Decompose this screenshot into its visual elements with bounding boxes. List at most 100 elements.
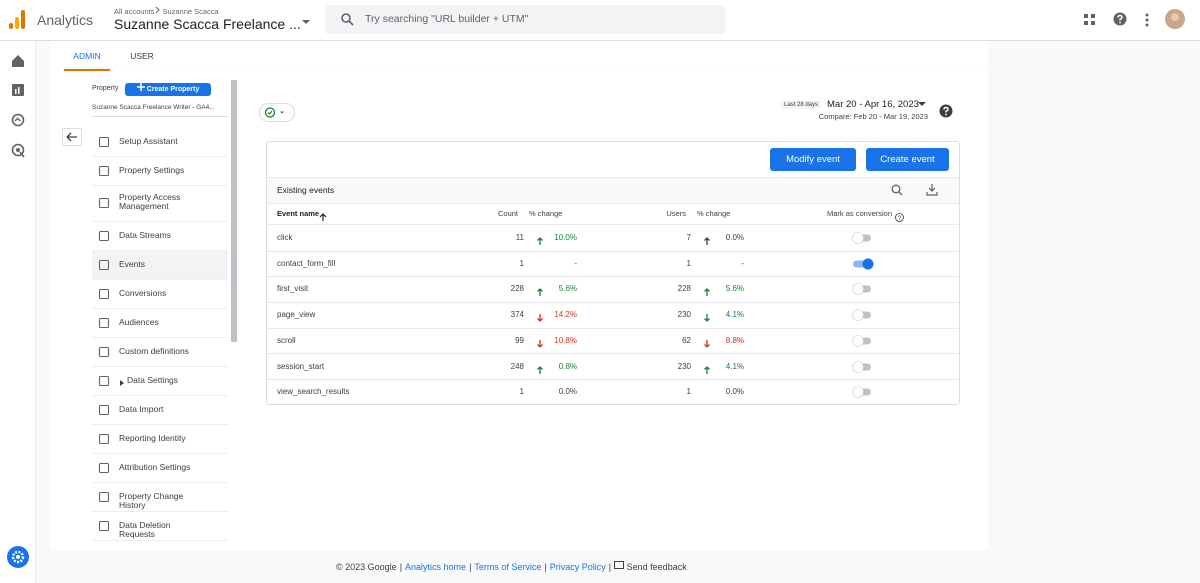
- conversion-toggle[interactable]: [852, 334, 876, 353]
- count-value: 99: [515, 335, 524, 345]
- table-row: page_view 374 14.2% 230 4.1%: [267, 302, 959, 329]
- users-value: 1: [686, 258, 691, 268]
- nav-item[interactable]: Setup Assistant: [92, 127, 228, 157]
- nav-item[interactable]: Attribution Settings: [92, 453, 228, 483]
- date-dropdown[interactable]: [918, 102, 926, 108]
- conversion-toggle[interactable]: [852, 257, 876, 276]
- column-header[interactable]: Users: [666, 209, 686, 218]
- help-icon[interactable]: [1113, 12, 1127, 26]
- nav-item[interactable]: Data Streams: [92, 221, 228, 251]
- users-trend-arrow: [703, 362, 711, 380]
- column-header[interactable]: % change: [697, 209, 731, 218]
- nav-icon: [98, 433, 110, 447]
- property-label: Property: [92, 85, 119, 92]
- nav-item[interactable]: Conversions: [92, 279, 228, 309]
- breadcrumb-root[interactable]: All accounts: [114, 7, 155, 16]
- separator: |: [399, 562, 403, 572]
- nav-item[interactable]: Property Change History: [92, 482, 228, 512]
- expand-arrow[interactable]: [119, 378, 125, 388]
- nav-item[interactable]: Property Access Management: [92, 185, 228, 222]
- nav-label: Reporting Identity: [119, 433, 186, 443]
- tab[interactable]: USER: [130, 51, 154, 61]
- nav-icon-svg: [98, 317, 110, 328]
- send-feedback[interactable]: Send feedback: [614, 561, 687, 572]
- nav-icon-svg: [98, 520, 110, 531]
- search-box[interactable]: Try searching "URL builder + UTM": [325, 5, 725, 34]
- count-trend-arrow-svg: [537, 314, 543, 323]
- admin-gear[interactable]: [7, 546, 29, 568]
- back-button[interactable]: [62, 128, 82, 146]
- event-name: scroll: [277, 335, 296, 345]
- column-header[interactable]: Event name: [277, 209, 320, 218]
- table-search[interactable]: [891, 184, 903, 196]
- dropdown-arrow[interactable]: [302, 20, 310, 26]
- plus-icon: [136, 83, 145, 91]
- content-panel: Property Create Property Suzanne Scacca …: [50, 70, 988, 550]
- table-row: first_visit 228 5.6% 228 5.6%: [267, 276, 959, 304]
- nav-icon-svg: [98, 259, 110, 270]
- nav-item[interactable]: Reporting Identity: [92, 424, 228, 454]
- users-change: 4.1%: [725, 361, 744, 371]
- conversion-help-svg: ?: [895, 213, 904, 222]
- nav-item[interactable]: Audiences: [92, 308, 228, 338]
- conversion-toggle-svg: [852, 360, 871, 373]
- copyright: © 2023 Google: [336, 562, 397, 572]
- column-header[interactable]: Count: [497, 209, 518, 218]
- separator: |: [469, 562, 472, 572]
- nav-icon: [98, 230, 110, 244]
- count-change: 14.2%: [554, 310, 577, 320]
- conversion-toggle-svg: [852, 232, 871, 244]
- event-name: first_visit: [277, 284, 309, 294]
- nav-item[interactable]: Data Settings: [92, 366, 228, 396]
- footer-link[interactable]: Terms of Service: [474, 562, 542, 572]
- conversion-toggle[interactable]: [852, 360, 876, 379]
- nav-item[interactable]: Data Import: [92, 395, 228, 425]
- breadcrumb[interactable]: All accounts Suzanne Scacca: [114, 6, 219, 16]
- avatar[interactable]: [1165, 9, 1185, 29]
- date-help[interactable]: [939, 104, 953, 118]
- conversion-toggle[interactable]: [852, 308, 876, 327]
- table-download[interactable]: [926, 183, 938, 196]
- apps-icon[interactable]: [1083, 13, 1097, 27]
- count-trend-arrow: [536, 284, 544, 302]
- sort-arrow[interactable]: [319, 209, 327, 227]
- nav-icon: [98, 491, 110, 505]
- nav-item[interactable]: Custom definitions: [92, 337, 228, 367]
- property-name: Suzanne Scacca Freelance Writer - GA4...: [92, 104, 228, 117]
- create-event-button[interactable]: Create event: [866, 148, 949, 171]
- nav-icon: [98, 288, 110, 302]
- nav-item[interactable]: Property Settings: [92, 156, 228, 186]
- rail-icons[interactable]: [11, 54, 25, 164]
- nav-item[interactable]: Events: [92, 250, 228, 280]
- event-name: session_start: [277, 361, 325, 371]
- conversion-toggle[interactable]: [852, 385, 876, 404]
- nav-icon-svg: [98, 230, 110, 241]
- users-value: 228: [677, 284, 691, 294]
- separator: |: [544, 562, 547, 572]
- footer-link[interactable]: Privacy Policy: [549, 562, 606, 572]
- nav-icon-svg: [98, 491, 110, 502]
- column-header: Mark as conversion: [827, 209, 893, 218]
- modify-event-button[interactable]: Modify event: [770, 148, 856, 171]
- filter-chip[interactable]: [259, 103, 295, 122]
- nav-icon: [98, 197, 110, 211]
- nav-item[interactable]: Data Deletion Requests: [92, 511, 228, 541]
- count-trend-arrow-svg: [537, 339, 543, 348]
- date-range[interactable]: Mar 20 - Apr 16, 2023: [827, 99, 919, 110]
- conversion-toggle[interactable]: [852, 282, 876, 301]
- more-icon[interactable]: [1144, 12, 1150, 28]
- breadcrumb-account[interactable]: Suzanne Scacca: [162, 7, 219, 16]
- nav-icon: [98, 317, 110, 331]
- scrollbar[interactable]: [231, 80, 237, 342]
- create-property-button[interactable]: Create Property: [125, 83, 211, 96]
- column-header[interactable]: % change: [529, 209, 563, 218]
- chevron: [156, 6, 161, 14]
- tab[interactable]: ADMIN: [64, 51, 110, 71]
- conversion-help[interactable]: ?: [895, 209, 904, 227]
- table-row: click 11 10.0% 7 0.0%: [267, 225, 959, 252]
- nav-icon: [98, 462, 110, 476]
- feedback-label[interactable]: Send feedback: [626, 562, 687, 572]
- conversion-toggle[interactable]: [852, 231, 876, 250]
- footer-link[interactable]: Analytics home: [405, 562, 467, 572]
- property-selector[interactable]: Suzanne Scacca Freelance ...: [114, 16, 301, 32]
